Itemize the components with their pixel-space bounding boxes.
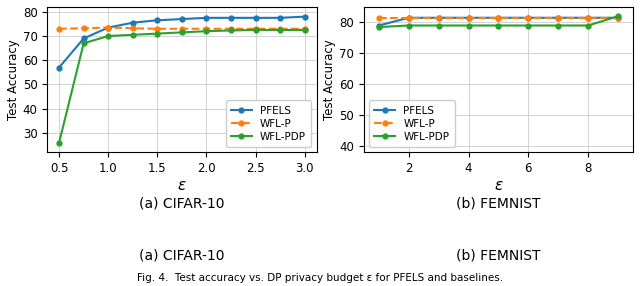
WFL-P (495, 16, 502, 19)
WFL-P (301, 27, 308, 31)
Line: WFL-P: WFL-P (376, 15, 621, 20)
PFELS (375, 24, 383, 27)
PFELS (405, 16, 413, 19)
PFELS (203, 16, 211, 19)
WFL-PDP (614, 15, 622, 18)
Y-axis label: Test Accuracy: Test Accuracy (7, 39, 20, 120)
PFELS (227, 16, 235, 19)
WFL-P (178, 27, 186, 31)
PFELS (435, 16, 442, 19)
WFL-PDP (154, 32, 161, 35)
Line: PFELS: PFELS (57, 14, 307, 70)
PFELS (178, 17, 186, 21)
WFL-PDP (405, 24, 413, 27)
WFL-PDP (465, 24, 472, 27)
Legend: PFELS, WFL-P, WFL-PDP: PFELS, WFL-P, WFL-PDP (226, 100, 311, 147)
WFL-P (525, 16, 532, 19)
WFL-P (104, 26, 112, 29)
WFL-P (465, 16, 472, 19)
Y-axis label: Test Accuracy: Test Accuracy (323, 39, 337, 120)
WFL-P (584, 16, 592, 19)
WFL-PDP (55, 141, 63, 144)
PFELS (276, 16, 284, 19)
PFELS (55, 66, 63, 69)
Line: WFL-PDP: WFL-PDP (57, 27, 307, 145)
WFL-PDP (554, 24, 562, 27)
PFELS (495, 16, 502, 19)
WFL-PDP (375, 25, 383, 29)
PFELS (465, 16, 472, 19)
Legend: PFELS, WFL-P, WFL-PDP: PFELS, WFL-P, WFL-PDP (369, 100, 454, 147)
WFL-P (435, 16, 442, 19)
WFL-P (252, 27, 259, 31)
WFL-PDP (252, 28, 259, 32)
WFL-PDP (525, 24, 532, 27)
Text: (b) FEMNIST: (b) FEMNIST (456, 249, 541, 263)
Line: PFELS: PFELS (376, 15, 621, 28)
WFL-P (405, 16, 413, 19)
WFL-PDP (435, 24, 442, 27)
WFL-P (276, 27, 284, 31)
Line: WFL-P: WFL-P (57, 25, 307, 31)
WFL-P (614, 16, 622, 19)
WFL-P (227, 27, 235, 31)
WFL-P (154, 27, 161, 31)
WFL-PDP (129, 33, 136, 37)
WFL-PDP (227, 29, 235, 32)
PFELS (129, 21, 136, 24)
Title: (a) CIFAR-10: (a) CIFAR-10 (139, 196, 225, 210)
WFL-P (129, 27, 136, 30)
Line: WFL-PDP: WFL-PDP (376, 14, 621, 29)
PFELS (154, 19, 161, 22)
X-axis label: ε: ε (178, 178, 186, 193)
PFELS (301, 15, 308, 18)
PFELS (614, 16, 622, 19)
X-axis label: ε: ε (494, 178, 502, 193)
PFELS (525, 16, 532, 19)
PFELS (104, 26, 112, 29)
WFL-PDP (80, 41, 88, 45)
Text: (a) CIFAR-10: (a) CIFAR-10 (139, 249, 225, 263)
WFL-P (55, 27, 63, 31)
PFELS (584, 16, 592, 19)
PFELS (80, 37, 88, 40)
WFL-PDP (495, 24, 502, 27)
Title: (b) FEMNIST: (b) FEMNIST (456, 196, 541, 210)
PFELS (252, 16, 259, 19)
WFL-P (203, 27, 211, 31)
PFELS (554, 16, 562, 19)
WFL-PDP (203, 29, 211, 33)
WFL-P (375, 16, 383, 19)
WFL-P (554, 16, 562, 19)
WFL-PDP (301, 28, 308, 32)
WFL-P (80, 27, 88, 30)
WFL-PDP (276, 28, 284, 32)
WFL-PDP (178, 31, 186, 34)
WFL-PDP (104, 34, 112, 38)
WFL-PDP (584, 24, 592, 27)
Text: Fig. 4.  Test accuracy vs. DP privacy budget ε for PFELS and baselines.: Fig. 4. Test accuracy vs. DP privacy bud… (137, 273, 503, 283)
